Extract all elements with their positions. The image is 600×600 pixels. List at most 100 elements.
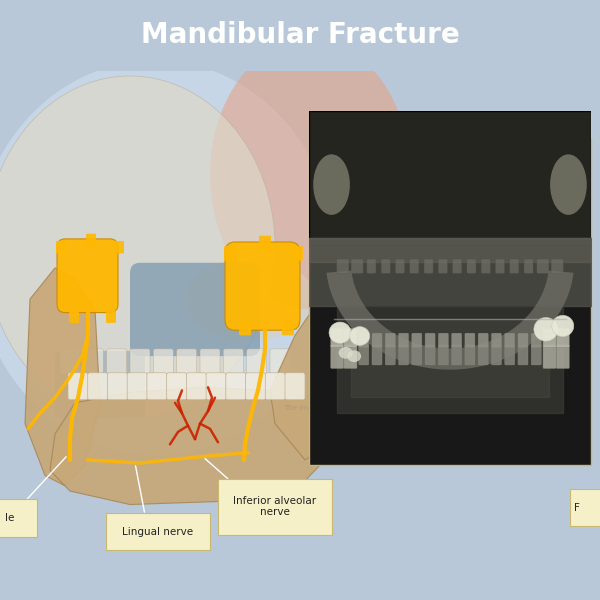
FancyBboxPatch shape	[478, 333, 488, 347]
FancyBboxPatch shape	[107, 349, 127, 374]
FancyBboxPatch shape	[543, 345, 556, 368]
FancyBboxPatch shape	[206, 373, 226, 400]
FancyBboxPatch shape	[439, 333, 448, 347]
FancyBboxPatch shape	[496, 259, 505, 273]
FancyBboxPatch shape	[309, 110, 591, 245]
FancyBboxPatch shape	[68, 373, 88, 400]
Text: X-Ray 10/31/2017: X-Ray 10/31/2017	[394, 148, 506, 160]
Ellipse shape	[338, 347, 353, 359]
FancyBboxPatch shape	[359, 333, 369, 347]
Ellipse shape	[550, 154, 587, 215]
FancyBboxPatch shape	[225, 242, 300, 330]
FancyBboxPatch shape	[385, 333, 395, 347]
FancyBboxPatch shape	[481, 259, 490, 273]
FancyBboxPatch shape	[107, 373, 127, 400]
FancyBboxPatch shape	[425, 345, 435, 365]
FancyBboxPatch shape	[537, 259, 549, 273]
Ellipse shape	[329, 322, 351, 343]
FancyBboxPatch shape	[524, 259, 533, 273]
FancyBboxPatch shape	[226, 373, 246, 400]
FancyBboxPatch shape	[491, 333, 502, 347]
FancyBboxPatch shape	[452, 345, 461, 365]
Ellipse shape	[0, 76, 275, 418]
FancyBboxPatch shape	[309, 139, 591, 169]
FancyBboxPatch shape	[556, 328, 569, 347]
FancyBboxPatch shape	[130, 349, 150, 374]
FancyBboxPatch shape	[337, 259, 349, 273]
FancyBboxPatch shape	[83, 349, 103, 374]
Text: Mandibular Fracture: Mandibular Fracture	[140, 22, 460, 49]
FancyBboxPatch shape	[0, 499, 37, 537]
FancyBboxPatch shape	[452, 333, 461, 347]
FancyBboxPatch shape	[359, 345, 369, 365]
Ellipse shape	[0, 61, 335, 455]
Polygon shape	[326, 271, 574, 370]
Ellipse shape	[350, 326, 370, 346]
FancyBboxPatch shape	[60, 349, 80, 374]
FancyBboxPatch shape	[224, 246, 236, 260]
FancyBboxPatch shape	[367, 259, 376, 273]
Text: © TRIALEX: © TRIALEX	[320, 382, 380, 392]
FancyBboxPatch shape	[187, 373, 206, 400]
FancyBboxPatch shape	[372, 345, 382, 365]
Polygon shape	[270, 268, 340, 460]
FancyBboxPatch shape	[412, 333, 422, 347]
Text: Lingual nerve: Lingual nerve	[122, 527, 194, 536]
FancyBboxPatch shape	[381, 259, 390, 273]
FancyBboxPatch shape	[57, 239, 118, 313]
FancyBboxPatch shape	[398, 333, 409, 347]
FancyBboxPatch shape	[331, 328, 344, 347]
FancyBboxPatch shape	[106, 513, 210, 550]
FancyBboxPatch shape	[331, 345, 344, 368]
FancyBboxPatch shape	[439, 259, 448, 273]
FancyBboxPatch shape	[285, 373, 305, 400]
FancyBboxPatch shape	[147, 373, 167, 400]
FancyBboxPatch shape	[425, 333, 435, 347]
FancyBboxPatch shape	[531, 345, 541, 365]
FancyBboxPatch shape	[551, 259, 563, 273]
Ellipse shape	[210, 40, 410, 310]
FancyBboxPatch shape	[424, 259, 433, 273]
FancyBboxPatch shape	[518, 345, 528, 365]
FancyBboxPatch shape	[543, 328, 556, 347]
FancyBboxPatch shape	[106, 310, 116, 323]
FancyBboxPatch shape	[218, 479, 332, 535]
Ellipse shape	[552, 316, 574, 337]
FancyBboxPatch shape	[439, 345, 448, 365]
FancyBboxPatch shape	[395, 259, 404, 273]
Ellipse shape	[534, 317, 558, 341]
FancyBboxPatch shape	[69, 310, 79, 323]
FancyBboxPatch shape	[282, 321, 294, 335]
Ellipse shape	[185, 257, 315, 341]
FancyBboxPatch shape	[385, 345, 395, 365]
FancyBboxPatch shape	[412, 345, 422, 365]
FancyBboxPatch shape	[505, 333, 515, 347]
FancyBboxPatch shape	[291, 246, 303, 260]
Ellipse shape	[313, 154, 350, 215]
FancyBboxPatch shape	[265, 373, 285, 400]
Ellipse shape	[347, 350, 361, 362]
FancyBboxPatch shape	[505, 345, 515, 365]
FancyBboxPatch shape	[176, 349, 197, 374]
FancyBboxPatch shape	[56, 241, 66, 253]
FancyBboxPatch shape	[491, 345, 502, 365]
FancyBboxPatch shape	[465, 345, 475, 365]
FancyBboxPatch shape	[86, 234, 96, 246]
FancyBboxPatch shape	[372, 333, 382, 347]
FancyBboxPatch shape	[167, 373, 187, 400]
Text: Inferior alveolar
nerve: Inferior alveolar nerve	[233, 496, 317, 517]
FancyBboxPatch shape	[518, 333, 528, 347]
FancyBboxPatch shape	[465, 333, 475, 347]
FancyBboxPatch shape	[259, 236, 271, 250]
Polygon shape	[25, 268, 100, 486]
FancyBboxPatch shape	[398, 345, 409, 365]
FancyBboxPatch shape	[245, 373, 266, 400]
FancyBboxPatch shape	[270, 349, 290, 374]
FancyBboxPatch shape	[127, 373, 147, 400]
FancyBboxPatch shape	[88, 373, 108, 400]
FancyBboxPatch shape	[478, 345, 488, 365]
Text: The image/video is for reference only.: The image/video is for reference only.	[284, 405, 416, 411]
FancyBboxPatch shape	[556, 345, 569, 368]
FancyBboxPatch shape	[570, 489, 600, 526]
Text: le: le	[5, 513, 14, 523]
